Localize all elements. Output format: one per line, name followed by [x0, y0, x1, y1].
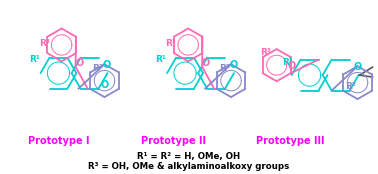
Text: R³: R³: [260, 48, 271, 57]
Text: Prototype III: Prototype III: [256, 136, 325, 146]
Text: Prototype II: Prototype II: [141, 136, 206, 146]
Text: R¹: R¹: [29, 55, 40, 64]
Text: R¹: R¹: [282, 58, 293, 67]
Text: O: O: [103, 60, 111, 70]
Text: R²: R²: [219, 64, 229, 73]
Text: R³: R³: [166, 39, 177, 48]
Text: R¹ = R² = H, OMe, OH: R¹ = R² = H, OMe, OH: [138, 152, 240, 161]
Text: O: O: [202, 58, 210, 68]
Text: R¹: R¹: [155, 55, 166, 64]
Text: O: O: [354, 62, 362, 72]
Text: O: O: [76, 58, 84, 68]
Text: O: O: [229, 60, 238, 70]
Text: Prototype I: Prototype I: [28, 136, 90, 146]
Text: R³ = OH, OMe & alkylaminoalkoxy groups: R³ = OH, OMe & alkylaminoalkoxy groups: [88, 162, 290, 171]
Text: R²: R²: [92, 64, 103, 73]
Text: O: O: [101, 80, 108, 90]
Text: R²: R²: [345, 82, 356, 91]
Text: O: O: [288, 61, 296, 71]
Text: R³: R³: [39, 39, 50, 48]
